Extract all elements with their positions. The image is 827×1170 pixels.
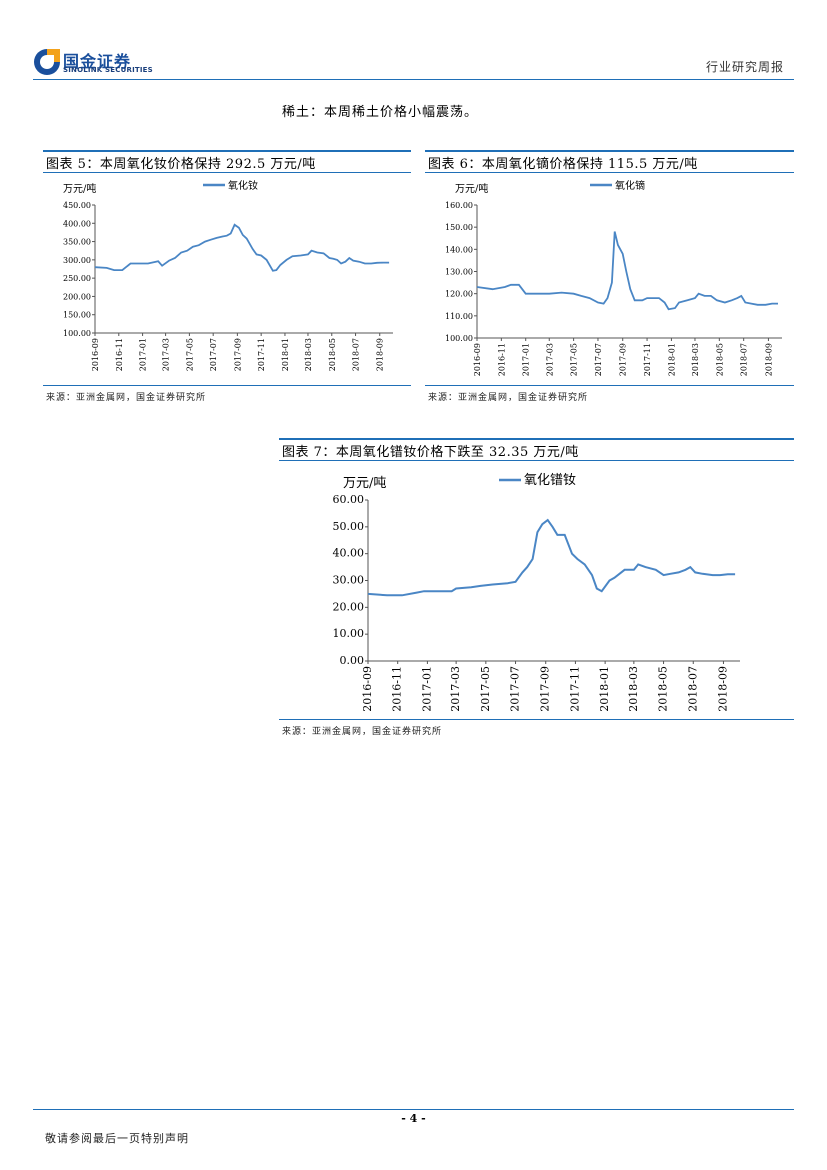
header-divider <box>33 79 794 80</box>
y-tick-label: 450.00 <box>63 201 91 210</box>
x-tick-label: 2018-03 <box>691 343 700 376</box>
x-tick-label: 2017-05 <box>570 343 579 376</box>
fig6-title: 图表 6：本周氧化镝价格保持 115.5 万元/吨 <box>428 157 698 172</box>
logo-mark-icon <box>34 49 60 75</box>
fig7-top-rule <box>279 438 794 440</box>
fig6-title-rule <box>425 172 794 173</box>
fig7-chart: 万元/吨 0.00 10.00 20.00 30.00 40.00 50.00 60.00 20… <box>333 472 740 712</box>
logo-en-text: SINOLINK SECURITIES <box>63 66 153 74</box>
x-tick-label: 2017-05 <box>479 666 492 712</box>
x-tick-label: 2017-11 <box>257 338 266 371</box>
y-axis-label: 万元/吨 <box>63 182 96 195</box>
x-tick-label: 2016-11 <box>115 338 124 371</box>
x-tick-label: 2018-09 <box>716 666 729 712</box>
fig7-title: 图表 7：本周氧化镨钕价格下跌至 32.35 万元/吨 <box>282 445 579 460</box>
x-tick-label: 2016-09 <box>473 343 482 376</box>
legend-label: 氧化钕 <box>228 179 258 192</box>
x-tick-label: 2017-07 <box>594 343 603 376</box>
x-tick-label: 2016-11 <box>497 343 506 376</box>
report-type-label: 行业研究周报 <box>705 60 784 74</box>
x-tick-label: 2018-09 <box>764 343 773 376</box>
x-tick-label: 2017-03 <box>545 343 554 376</box>
intro-text: 稀土：本周稀土价格小幅震荡。 <box>282 105 479 120</box>
fig6-source: 来源：亚洲金属网，国金证券研究所 <box>428 393 589 403</box>
x-tick-label: 2017-07 <box>209 338 218 371</box>
fig6-chart: 万元/吨 100.00 110.00 120.00 130.00 140.00 150.00… <box>445 179 782 376</box>
y-tick-label: 150.00 <box>445 223 473 232</box>
fig6-top-rule <box>425 150 794 152</box>
x-tick-label: 2018-05 <box>328 338 337 371</box>
fig5-top-rule <box>43 150 411 152</box>
series-line <box>94 223 390 272</box>
y-tick-label: 140.00 <box>445 245 473 254</box>
footer-divider <box>33 1109 794 1110</box>
y-tick-label: 160.00 <box>445 201 473 210</box>
y-tick-label: 50.00 <box>333 520 365 533</box>
fig7-bottom-rule <box>279 719 794 720</box>
sinolink-logo: 国金证券 SINOLINK SECURITIES <box>33 46 163 78</box>
x-tick-label: 2017-09 <box>539 666 552 712</box>
fig5-bottom-rule <box>43 385 411 386</box>
x-tick-label: 2017-05 <box>185 338 194 371</box>
series-line <box>476 231 778 311</box>
y-tick-label: 0.00 <box>340 654 365 667</box>
y-tick-label: 120.00 <box>445 290 473 299</box>
x-tick-label: 2016-11 <box>391 666 404 712</box>
y-axis-label: 万元/吨 <box>343 476 386 491</box>
x-tick-label: 2017-07 <box>509 666 522 712</box>
fig7-title-rule <box>279 460 794 461</box>
x-tick-label: 2016-09 <box>91 338 100 371</box>
x-tick-label: 2017-01 <box>420 666 433 712</box>
x-tick-label: 2017-11 <box>568 666 581 712</box>
y-tick-label: 10.00 <box>333 627 365 640</box>
y-tick-label: 30.00 <box>333 574 365 587</box>
y-tick-label: 250.00 <box>63 274 91 283</box>
y-axis-label: 万元/吨 <box>455 182 488 195</box>
fig7-source: 来源：亚洲金属网，国金证券研究所 <box>282 727 443 737</box>
x-tick-label: 2018-03 <box>304 338 313 371</box>
x-tick-label: 2017-01 <box>139 338 148 371</box>
x-tick-label: 2017-09 <box>233 338 242 371</box>
x-tick-label: 2018-05 <box>657 666 670 712</box>
fig5-title: 图表 5：本周氧化钕价格保持 292.5 万元/吨 <box>46 157 316 172</box>
x-tick-label: 2017-03 <box>162 338 171 371</box>
x-tick-label: 2018-01 <box>598 666 611 712</box>
x-tick-label: 2017-11 <box>643 343 652 376</box>
x-tick-label: 2017-01 <box>522 343 531 376</box>
fig6-bottom-rule <box>425 385 794 386</box>
x-tick-label: 2017-09 <box>619 343 628 376</box>
y-tick-label: 150.00 <box>63 311 91 320</box>
fig5-title-rule <box>43 172 411 173</box>
footer-disclaimer: 敬请参阅最后一页特别声明 <box>45 1132 189 1145</box>
series-line <box>367 518 736 597</box>
x-tick-label: 2016-09 <box>361 666 374 712</box>
y-tick-label: 130.00 <box>445 268 473 277</box>
x-tick-label: 2018-07 <box>352 338 361 371</box>
y-tick-label: 60.00 <box>333 493 365 506</box>
y-tick-label: 100.00 <box>445 334 473 343</box>
x-tick-label: 2017-03 <box>449 666 462 712</box>
x-tick-label: 2018-03 <box>627 666 640 712</box>
y-tick-label: 100.00 <box>63 329 91 338</box>
y-tick-label: 110.00 <box>445 312 473 321</box>
y-tick-label: 350.00 <box>63 238 91 247</box>
y-tick-label: 300.00 <box>63 256 91 265</box>
x-tick-label: 2018-05 <box>715 343 724 376</box>
x-tick-label: 2018-01 <box>281 338 290 371</box>
y-tick-label: 40.00 <box>333 547 365 560</box>
fig5-source: 来源：亚洲金属网，国金证券研究所 <box>46 393 207 403</box>
y-tick-label: 400.00 <box>63 219 91 228</box>
x-tick-label: 2018-07 <box>740 343 749 376</box>
x-tick-label: 2018-07 <box>686 666 699 712</box>
y-tick-label: 200.00 <box>63 292 91 301</box>
legend-label: 氧化镝 <box>615 179 645 192</box>
x-tick-label: 2018-01 <box>667 343 676 376</box>
logo-cn-text: 国金证券 <box>63 52 132 71</box>
x-tick-label: 2018-09 <box>376 338 385 371</box>
y-tick-label: 20.00 <box>333 600 365 613</box>
page-number: - 4 - <box>401 1112 426 1125</box>
legend-label: 氧化镨钕 <box>524 472 576 488</box>
fig5-chart: 万元/吨 100.00 150.00 200.00 250.00 300.00 350.00… <box>63 179 393 371</box>
